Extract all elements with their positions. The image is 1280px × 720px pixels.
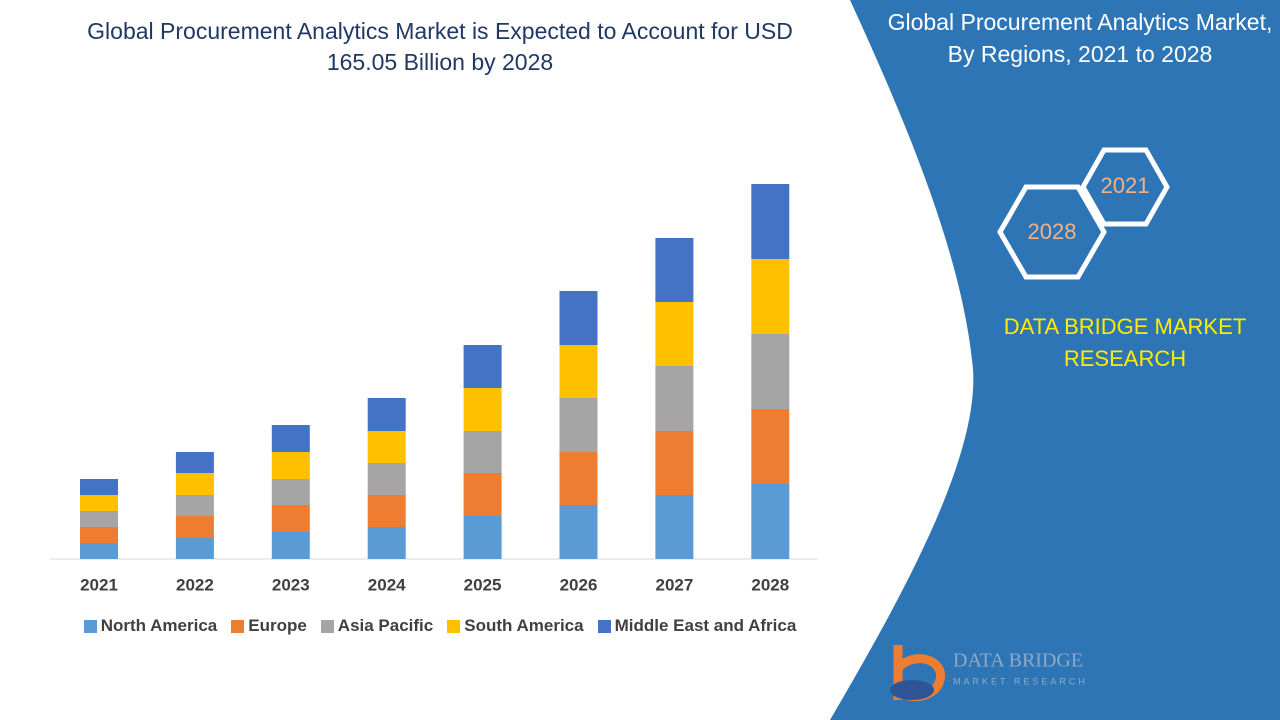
bar-segment (80, 511, 118, 527)
legend-swatch (597, 619, 611, 633)
legend-swatch (320, 619, 334, 633)
bar-segment (559, 452, 598, 505)
legend-label: Europe (248, 616, 307, 635)
x-tick-label: 2025 (464, 575, 502, 594)
bar-segment (367, 527, 406, 559)
bar-segment (271, 425, 310, 452)
logo-tagline: MARKET RESEARCH (953, 676, 1088, 686)
x-tick-label: 2022 (176, 575, 214, 594)
bar-segment (80, 495, 118, 511)
bar-segment (175, 495, 214, 516)
bar-segment (751, 409, 790, 484)
x-tick-label: 2027 (655, 575, 693, 594)
bar-segment (751, 334, 790, 409)
legend-label: Middle East and Africa (614, 616, 797, 635)
hexagon (997, 184, 1107, 280)
bar-segment (367, 398, 406, 431)
bar-segment (175, 452, 214, 473)
legend-item: Asia Pacific (320, 616, 434, 636)
legend: North America Europe Asia Pacific South Ame… (40, 616, 840, 636)
legend-item: South America (447, 616, 584, 636)
bar-segment (271, 505, 310, 532)
hexagon (1080, 147, 1170, 227)
bar-segment (80, 543, 118, 559)
hex-label: 2021 (1101, 173, 1150, 198)
bar-segment (751, 259, 790, 334)
legend-swatch (231, 619, 245, 633)
bar-segment (559, 345, 598, 398)
bar-segment (751, 484, 790, 559)
bar-segment (463, 345, 502, 388)
bar-segment (463, 516, 502, 559)
bar-segment (463, 473, 502, 516)
bar-segment (175, 473, 214, 495)
logo-icon (890, 680, 934, 700)
bar-segment (463, 388, 502, 431)
bar-segment (271, 532, 310, 559)
brand: DATA BRIDGE MARKET RESEARCH (1003, 314, 1247, 371)
legend-swatch (83, 619, 97, 633)
bar-segment (655, 302, 694, 366)
logo-name: DATA BRIDGE (953, 650, 1083, 672)
legend-item: Europe (231, 616, 307, 636)
x-tick-label: 2023 (272, 575, 310, 594)
bar-segment (80, 479, 118, 495)
bar-segment (463, 431, 502, 473)
bar-segment (80, 527, 118, 543)
legend-label: North America (100, 616, 218, 635)
chart-title: Global Procurement Analytics Market is E… (87, 18, 793, 75)
bar-segment (367, 431, 406, 463)
bar-segment (559, 505, 598, 559)
bar-segment (559, 291, 598, 345)
x-tick-label: 2024 (368, 575, 406, 594)
bar-segment (559, 398, 598, 452)
bar-segment (175, 538, 214, 559)
x-tick-label: 2026 (560, 575, 598, 594)
bar-segment (271, 479, 310, 505)
x-tick-label: 2021 (80, 575, 118, 594)
bar-segment (367, 463, 406, 495)
bar-segment (655, 366, 694, 431)
legend-label: Asia Pacific (337, 616, 434, 635)
bar-segment (655, 431, 694, 495)
bar-segment (271, 452, 310, 479)
side-panel-bg (830, 0, 1280, 720)
legend-item: North America (83, 616, 218, 636)
bar-segment (175, 516, 214, 538)
bar-segment (655, 495, 694, 559)
hex-label: 2028 (1028, 219, 1077, 244)
legend-swatch (447, 619, 461, 633)
legend-label: South America (464, 616, 584, 635)
bars: 2021 2022 2023 2024 2025 2026 2027 2028 (80, 184, 790, 594)
x-tick-label: 2028 (751, 575, 789, 594)
bar-segment (655, 238, 694, 302)
bar-segment (367, 495, 406, 527)
panel-title: Global Procurement Analytics Market, By … (887, 9, 1273, 67)
bar-segment (751, 184, 790, 259)
legend-item: Middle East and Africa (597, 616, 797, 636)
